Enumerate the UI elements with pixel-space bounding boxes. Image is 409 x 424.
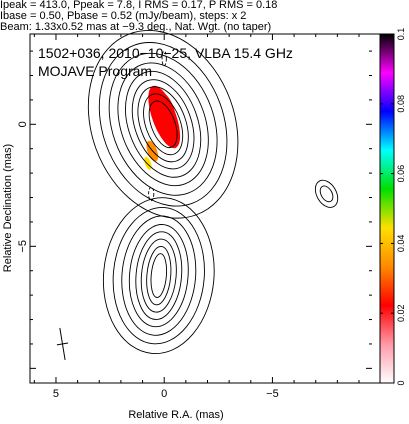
y-tick-label-0: 0	[17, 121, 29, 127]
polarization-layer	[144, 85, 181, 170]
contour-jet-5	[121, 215, 197, 336]
contour-core-3	[131, 79, 195, 170]
contour-knot-east-1	[314, 179, 339, 208]
colorbar-tick-label-4: 0.08	[396, 95, 406, 113]
contour-jet-3	[135, 231, 183, 320]
header-line-1: Ipeak = 413.0, Ppeak = 7.8, I RMS = 0.17…	[0, 0, 278, 11]
x-tick-label-1: 0	[161, 388, 167, 400]
x-axis-label: Relative R.A. (mas)	[128, 409, 223, 421]
colorbar-tick-label-2: 0.04	[396, 235, 406, 253]
header-line-2: Ibase = 0.50, Pbase = 0.52 (mJy/beam), s…	[0, 10, 247, 22]
colorbar	[379, 33, 395, 384]
contour-jet-2	[140, 238, 177, 313]
y-axis-label: Relative Declination (mas)	[2, 144, 14, 272]
contour-knot-mid-0	[148, 186, 155, 202]
contour-jet-1	[146, 245, 172, 306]
contour-core-5	[117, 62, 209, 187]
x-tick-label-2: −5	[266, 388, 279, 400]
polarization-patch-1	[156, 92, 176, 128]
contour-jet-7	[102, 197, 215, 355]
colorbar-tick-label-3: 0.06	[396, 165, 406, 183]
colorbar-tick-label-1: 0.02	[396, 304, 406, 322]
axis-ticks: 5 0 −5 0 −5	[17, 34, 372, 400]
contour-jet-6	[112, 206, 205, 345]
contour-core-2	[137, 86, 189, 163]
contour-core-0	[148, 100, 178, 149]
contour-jet-4	[128, 224, 189, 328]
header-line-3: Beam: 1.33x0.52 mas at −9.3 deg., Nat. W…	[0, 21, 272, 33]
chart-subtitle: MOJAVE Program	[38, 63, 152, 79]
colorbar-tick-label-5: 0.1	[396, 28, 406, 41]
contour-knot-north-0	[161, 50, 167, 67]
beam-layer	[56, 327, 69, 361]
y-tick-label-1: −5	[17, 240, 29, 253]
contour-jet-0	[150, 253, 168, 298]
contour-core-1	[143, 93, 184, 156]
beam-minor-axis	[56, 342, 69, 346]
contour-core-7	[98, 42, 228, 207]
contour-core-4	[125, 70, 202, 178]
contour-layer	[87, 30, 339, 355]
colorbar-tick-label-0: 0	[396, 380, 406, 385]
chart-title: 1502+036, 2010−10−25, VLBA 15.4 GHz	[38, 45, 293, 61]
contour-knot-east-0	[319, 185, 334, 203]
contour-core-6	[108, 52, 218, 196]
x-tick-label-0: 5	[53, 388, 59, 400]
colorbar-ticks: 0 0.02 0.04 0.06 0.08 0.1	[380, 28, 406, 386]
